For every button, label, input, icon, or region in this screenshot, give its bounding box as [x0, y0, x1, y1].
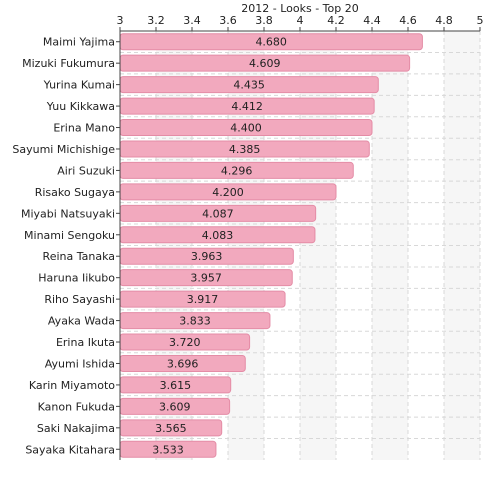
category-label: Airi Suzuki [57, 164, 115, 177]
bar-value-label: 4.087 [202, 207, 234, 220]
category-label: Haruna Iikubo [38, 272, 115, 285]
category-label: Yuu Kikkawa [46, 100, 115, 113]
bar-value-label: 4.680 [255, 36, 287, 49]
bar-value-label: 3.917 [187, 293, 219, 306]
bar-value-label: 4.083 [202, 229, 234, 242]
bar-value-label: 3.833 [179, 315, 211, 328]
bar-value-label: 3.533 [152, 443, 184, 456]
x-tick-label: 4 [297, 14, 304, 27]
x-tick-label: 3.4 [183, 14, 201, 27]
category-label: Reina Tanaka [43, 250, 115, 263]
category-label: Sayumi Michishige [12, 143, 115, 156]
bar-value-label: 3.720 [169, 336, 201, 349]
category-label: Ayumi Ishida [45, 357, 115, 370]
category-label: Miyabi Natsuyaki [21, 207, 115, 220]
category-label: Yurina Kumai [43, 79, 115, 92]
bar-value-label: 4.385 [229, 143, 261, 156]
category-label: Mizuki Fukumura [22, 57, 115, 70]
category-label: Maimi Yajima [43, 36, 115, 49]
bar-value-label: 3.565 [155, 422, 187, 435]
category-label: Minami Sengoku [24, 229, 115, 242]
x-tick-label: 3.2 [147, 14, 165, 27]
bar-value-label: 3.609 [159, 400, 191, 413]
x-tick-label: 3.6 [219, 14, 237, 27]
bar-value-label: 4.412 [231, 100, 263, 113]
bar-value-label: 3.963 [191, 250, 223, 263]
category-label: Riho Sayashi [44, 293, 115, 306]
x-tick-label: 4.6 [399, 14, 417, 27]
x-tick-label: 4.4 [363, 14, 381, 27]
chart-title: 2012 - Looks - Top 20 [241, 2, 358, 15]
category-label: Risako Sugaya [35, 186, 115, 199]
x-tick-label: 3 [117, 14, 124, 27]
x-tick-label: 4.2 [327, 14, 345, 27]
bar-value-label: 3.957 [190, 272, 222, 285]
category-label: Sayaka Kitahara [25, 443, 115, 456]
bar-value-label: 4.200 [212, 186, 244, 199]
bar-value-label: 4.400 [230, 122, 262, 135]
x-tick-label: 3.8 [255, 14, 273, 27]
category-label: Ayaka Wada [48, 315, 115, 328]
category-label: Erina Ikuta [56, 336, 115, 349]
bar-value-label: 4.435 [233, 79, 265, 92]
category-label: Kanon Fukuda [38, 400, 115, 413]
bar-value-label: 3.615 [160, 379, 192, 392]
bar-value-label: 3.696 [167, 357, 199, 370]
category-label: Erina Mano [53, 122, 115, 135]
x-tick-label: 4.8 [435, 14, 453, 27]
bar-value-label: 4.609 [249, 57, 281, 70]
x-tick-label: 5 [477, 14, 484, 27]
category-label: Saki Nakajima [37, 422, 115, 435]
category-label: Karin Miyamoto [29, 379, 115, 392]
bar-value-label: 4.296 [221, 164, 253, 177]
